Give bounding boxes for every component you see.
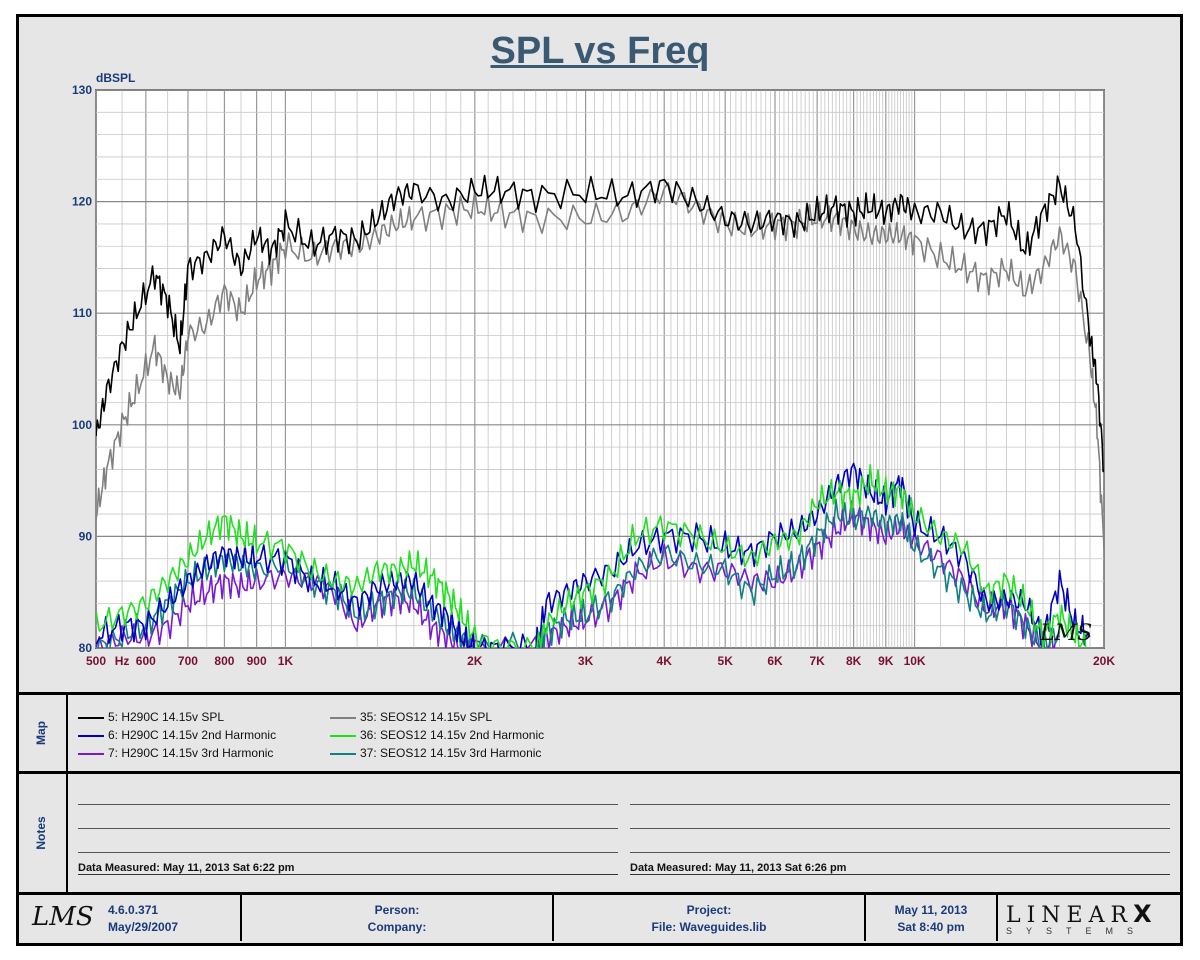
x-tick-label: 4K xyxy=(657,654,673,668)
footer-divider xyxy=(996,895,998,941)
y-tick-label: 80 xyxy=(79,641,93,655)
note-line xyxy=(630,828,1170,829)
legend-item: 37: SEOS12 14.15v 3rd Harmonic xyxy=(330,745,541,761)
y-tick-label: 100 xyxy=(72,418,92,432)
x-tick-label: 8K xyxy=(846,654,862,668)
x-tick-label: 1K xyxy=(278,654,294,668)
note-line xyxy=(78,852,618,853)
legend-label: 6: H290C 14.15v 2nd Harmonic xyxy=(108,728,277,742)
y-tick-labels: 80 90 100 110 120 130 xyxy=(72,83,92,655)
x-tick-label: Hz xyxy=(115,654,130,668)
legend-swatch xyxy=(330,734,356,737)
legend-item: 36: SEOS12 14.15v 2nd Harmonic xyxy=(330,727,544,743)
right-data-measured: Data Measured: May 11, 2013 Sat 6:26 pm xyxy=(630,862,1170,875)
print-time: Sat 8:40 pm xyxy=(897,920,965,934)
software-version: 4.6.0.371 xyxy=(108,903,159,917)
x-tick-label: 6K xyxy=(767,654,783,668)
legend-swatch xyxy=(330,716,356,719)
y-tick-label: 130 xyxy=(72,83,92,97)
series-line xyxy=(96,464,1090,648)
lms-logo: LMS xyxy=(32,902,94,932)
footer-project-cell: Project: File: Waveguides.lib xyxy=(554,896,864,940)
legend-label: 35: SEOS12 14.15v SPL xyxy=(360,710,493,724)
legend-label: 5: H290C 14.15v SPL xyxy=(108,710,225,724)
series-line xyxy=(97,498,1061,648)
x-tick-label: 20K xyxy=(1093,654,1115,668)
footer-divider xyxy=(552,895,554,941)
x-tick-label: 7K xyxy=(809,654,825,668)
x-tick-label: 9K xyxy=(878,654,894,668)
notes-label: Notes xyxy=(34,816,48,850)
x-tick-label: 900 xyxy=(247,654,267,668)
footer-divider xyxy=(864,895,866,941)
note-line xyxy=(630,804,1170,805)
chart-title: SPL vs Freq xyxy=(490,30,710,72)
legend-swatch xyxy=(78,734,104,737)
note-line xyxy=(78,804,618,805)
brand-systems: SYSTEMS xyxy=(1006,926,1148,936)
legend-label: 7: H290C 14.15v 3rd Harmonic xyxy=(108,746,274,760)
person-label: Person: xyxy=(374,903,420,917)
separator-notes xyxy=(16,771,1183,774)
x-tick-label: 800 xyxy=(214,654,234,668)
footer-brand-cell: LINEARX SYSTEMS xyxy=(998,896,1178,940)
plot-background xyxy=(95,89,1105,649)
company-label: Company: xyxy=(367,920,427,934)
legend-label: 37: SEOS12 14.15v 3rd Harmonic xyxy=(360,746,542,760)
footer-version-cell: 4.6.0.371 May/29/2007 xyxy=(100,896,240,940)
note-line xyxy=(630,852,1170,853)
lms-watermark: LMS xyxy=(1039,621,1092,646)
y-gridlines xyxy=(96,89,1104,649)
brand-x-mark: X xyxy=(1133,900,1152,928)
x-tick-label: 700 xyxy=(178,654,198,668)
series-line xyxy=(96,174,1104,473)
note-line xyxy=(78,828,618,829)
print-date: May 11, 2013 xyxy=(894,903,968,917)
separator-map xyxy=(16,692,1183,695)
footer-date-cell: May 11, 2013 Sat 8:40 pm xyxy=(866,896,996,940)
legend-item: 7: H290C 14.15v 3rd Harmonic xyxy=(78,745,273,761)
x-tick-label: 600 xyxy=(136,654,156,668)
map-divider xyxy=(66,695,68,771)
x-tick-labels: 500 Hz 600 700 800 900 1K 2K 3K 4K 5K 6K 7K 8K 9K 10K 20… xyxy=(86,654,1115,668)
footer-person-cell: Person: Company: xyxy=(242,896,552,940)
project-label: Project: xyxy=(686,903,732,917)
x-tick-label: 10K xyxy=(904,654,926,668)
x-tick-label: 500 xyxy=(86,654,106,668)
plot-area: dBSPL 80 90 100 110 120 130 500 Hz 600 700 800 900… xyxy=(72,71,1115,668)
series-layer xyxy=(96,174,1104,648)
series-line xyxy=(96,462,1091,648)
legend-swatch xyxy=(78,716,104,719)
notes-divider xyxy=(66,774,68,892)
map-label: Map xyxy=(34,721,48,745)
y-tick-label: 90 xyxy=(79,529,93,543)
legend-item: 6: H290C 14.15v 2nd Harmonic xyxy=(78,727,276,743)
y-tick-label: 120 xyxy=(72,195,92,209)
y-tick-label: 110 xyxy=(73,306,93,320)
version-date: May/29/2007 xyxy=(108,920,179,934)
project-file: File: Waveguides.lib xyxy=(651,920,767,934)
series-line xyxy=(96,181,1104,548)
x-tick-label: 2K xyxy=(467,654,483,668)
legend-item: 5: H290C 14.15v SPL xyxy=(78,709,224,725)
x-tick-label: 5K xyxy=(718,654,734,668)
left-data-measured: Data Measured: May 11, 2013 Sat 6:22 pm xyxy=(78,862,618,875)
separator-footer xyxy=(16,892,1183,895)
legend-item: 35: SEOS12 14.15v SPL xyxy=(330,709,492,725)
footer-divider xyxy=(240,895,242,941)
linear-x-brand: LINEAR xyxy=(1006,903,1134,928)
y-axis-label: dBSPL xyxy=(96,71,135,85)
legend-swatch xyxy=(78,752,104,755)
legend-swatch xyxy=(330,752,356,755)
legend-label: 36: SEOS12 14.15v 2nd Harmonic xyxy=(360,728,545,742)
footer-logo-cell: LMS xyxy=(20,896,100,940)
x-tick-label: 3K xyxy=(578,654,594,668)
